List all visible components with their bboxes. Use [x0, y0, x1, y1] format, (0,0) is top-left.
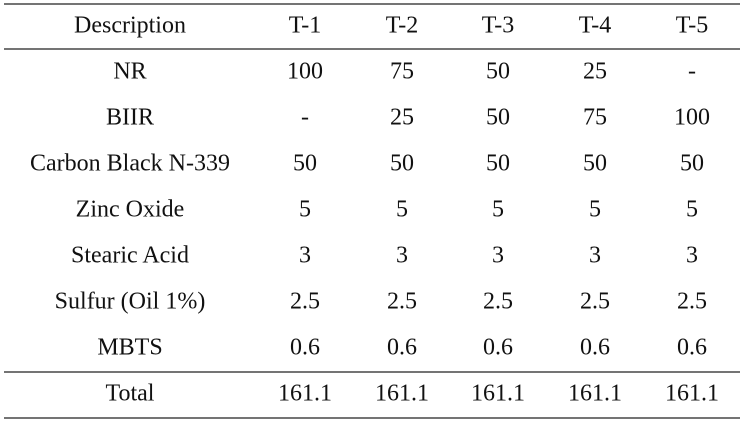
- cell: 3: [492, 243, 504, 269]
- row-label: Stearic Acid: [71, 243, 189, 269]
- cell: 3: [589, 243, 601, 269]
- cell: 5: [299, 197, 311, 223]
- cell: -: [688, 59, 696, 85]
- cell: 2.5: [483, 289, 513, 315]
- cell: 100: [287, 59, 323, 85]
- cell: 5: [686, 197, 698, 223]
- total-cell: 161.1: [665, 381, 719, 407]
- cell: 0.6: [580, 335, 610, 361]
- cell: 5: [589, 197, 601, 223]
- cell: 25: [583, 59, 607, 85]
- header-cell: T-5: [676, 13, 708, 39]
- total-cell: 161.1: [278, 381, 332, 407]
- total-cell: 161.1: [375, 381, 429, 407]
- cell: 0.6: [483, 335, 513, 361]
- total-cell: 161.1: [471, 381, 525, 407]
- cell: 3: [686, 243, 698, 269]
- cell: 2.5: [387, 289, 417, 315]
- cell: 2.5: [290, 289, 320, 315]
- total-cell: 161.1: [568, 381, 622, 407]
- cell: 50: [293, 151, 317, 177]
- cell: 2.5: [580, 289, 610, 315]
- cell: 5: [396, 197, 408, 223]
- cell: -: [301, 105, 309, 131]
- cell: 50: [486, 105, 510, 131]
- cell: 3: [299, 243, 311, 269]
- row-label: BIIR: [106, 105, 154, 131]
- header-cell: Description: [74, 13, 186, 39]
- cell: 50: [680, 151, 704, 177]
- header-cell: T-3: [482, 13, 514, 39]
- row-label: NR: [113, 59, 146, 85]
- row-label: Carbon Black N-339: [30, 151, 230, 177]
- header-cell: T-1: [289, 13, 321, 39]
- cell: 0.6: [290, 335, 320, 361]
- cell: 50: [486, 151, 510, 177]
- total-label: Total: [106, 381, 155, 407]
- cell: 0.6: [677, 335, 707, 361]
- cell: 3: [396, 243, 408, 269]
- header-cell: T-4: [579, 13, 611, 39]
- cell: 0.6: [387, 335, 417, 361]
- header-cell: T-2: [386, 13, 418, 39]
- row-label: MBTS: [97, 335, 162, 361]
- cell: 50: [583, 151, 607, 177]
- row-label: Zinc Oxide: [76, 197, 185, 223]
- cell: 2.5: [677, 289, 707, 315]
- cell: 100: [674, 105, 710, 131]
- cell: 50: [486, 59, 510, 85]
- cell: 75: [390, 59, 414, 85]
- cell: 50: [390, 151, 414, 177]
- cell: 5: [492, 197, 504, 223]
- cell: 75: [583, 105, 607, 131]
- cell: 25: [390, 105, 414, 131]
- row-label: Sulfur (Oil 1%): [55, 289, 206, 315]
